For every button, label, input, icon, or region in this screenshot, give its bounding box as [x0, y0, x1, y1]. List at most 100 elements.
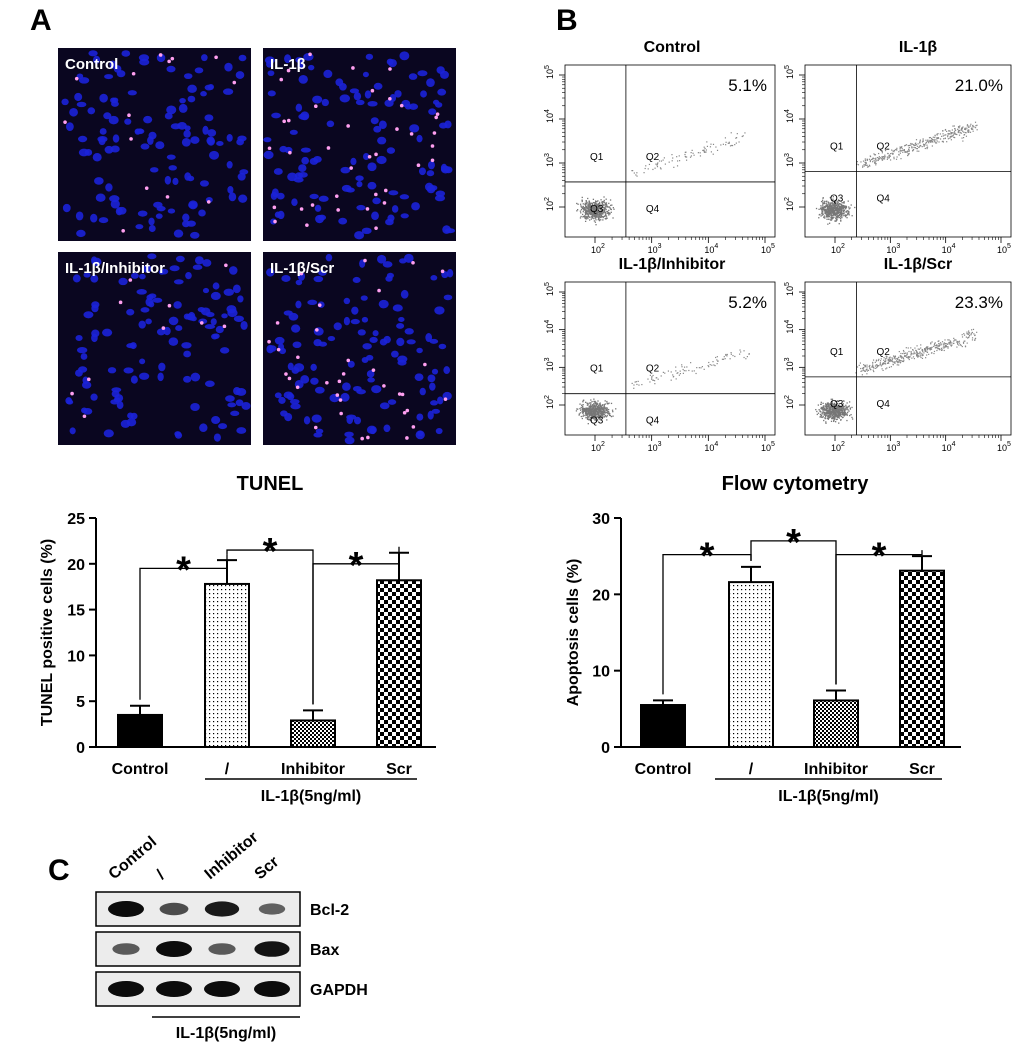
bar-charts: TUNEL 0 5 10 15 20 25 TUNEL positive cells (%) C…: [39, 473, 961, 805]
micrograph: Control: [58, 48, 251, 241]
flow-plot-title: Control: [644, 39, 701, 56]
significance-star: *: [349, 545, 364, 587]
tunel-positive-nuclei: [70, 263, 228, 419]
group-label: IL-1β(5ng/ml): [261, 788, 361, 805]
chart-title: TUNEL: [237, 473, 304, 495]
x-tick-exponent: 2: [841, 441, 845, 448]
band: [208, 943, 236, 955]
lane-label: Inhibitor: [202, 829, 262, 883]
y-axis-label: Apoptosis cells (%): [565, 559, 582, 707]
significance-star: *: [176, 549, 191, 591]
x-tick-label: Scr: [386, 761, 412, 778]
y-tick-label: 0: [76, 740, 85, 757]
x-tick-label: 10: [761, 443, 771, 453]
flow-events: [815, 121, 978, 225]
blot-strip: Bcl-2: [95, 891, 349, 927]
flow-percent: 23.3%: [955, 293, 1003, 312]
flow-events: [815, 328, 978, 424]
quadrant-label: Q3: [830, 399, 844, 410]
y-tick-exponent: 5: [544, 65, 551, 69]
x-tick-exponent: 5: [1007, 243, 1011, 250]
band: [156, 941, 192, 957]
significance-bracket: [139, 554, 228, 700]
x-tick-label: Inhibitor: [804, 761, 868, 778]
significance-star: *: [786, 522, 801, 564]
x-tick-label: 10: [997, 245, 1007, 255]
lane-label: Scr: [252, 853, 283, 883]
x-tick-label: 10: [997, 443, 1007, 453]
x-tick-label: /: [225, 761, 230, 778]
y-tick-exponent: 3: [784, 357, 791, 361]
nuclei-group: [263, 51, 455, 240]
y-tick-label: 10: [545, 113, 555, 123]
y-tick-label: 10: [545, 324, 555, 334]
x-tick-exponent: 3: [658, 441, 662, 448]
tunel-positive-nuclei: [267, 258, 448, 441]
x-tick-label: 10: [704, 245, 714, 255]
micrograph-label: Control: [65, 56, 118, 73]
y-tick-label: 10: [592, 664, 610, 681]
quadrant-label: Q4: [877, 194, 891, 205]
lane-label: Control: [106, 833, 160, 883]
flow-percent: 21.0%: [955, 76, 1003, 95]
y-tick-label: 10: [545, 286, 555, 296]
tunel-micrographs: Control IL-1β IL-1β/Inhibitor IL-1β/Scr: [58, 48, 456, 445]
quadrant-label: Q4: [877, 399, 891, 410]
nuclei-group: [65, 253, 251, 442]
y-tick-exponent: 5: [784, 282, 791, 286]
chart-title: Flow cytometry: [722, 473, 870, 495]
band: [108, 901, 144, 917]
x-tick-label: 10: [591, 245, 601, 255]
bar: [204, 582, 250, 749]
x-tick-exponent: 4: [714, 441, 718, 448]
x-tick-label: 10: [831, 443, 841, 453]
band: [258, 903, 286, 915]
significance-star: *: [700, 536, 715, 578]
y-tick-label: 10: [545, 157, 555, 167]
quadrant-label: Q1: [830, 347, 844, 358]
flow-percent: 5.2%: [728, 293, 767, 312]
quadrant-label: Q2: [877, 142, 891, 153]
x-tick-label: 10: [704, 443, 714, 453]
x-tick-label: Inhibitor: [281, 761, 345, 778]
flow-plot-title: IL-1β/Inhibitor: [619, 256, 726, 273]
y-tick-exponent: 2: [784, 395, 791, 399]
group-label: IL-1β(5ng/ml): [778, 788, 878, 805]
y-axis-label: TUNEL positive cells (%): [39, 539, 56, 726]
band: [204, 981, 240, 997]
flow-percent: 5.1%: [728, 76, 767, 95]
y-tick-label: 10: [785, 113, 795, 123]
x-tick-exponent: 5: [771, 243, 775, 250]
x-tick-exponent: 3: [896, 243, 900, 250]
x-tick-exponent: 5: [771, 441, 775, 448]
flow-events: [575, 349, 750, 425]
y-tick-exponent: 3: [544, 153, 551, 157]
micrograph-label: IL-1β/Inhibitor: [65, 260, 165, 277]
x-tick-label: Scr: [909, 761, 935, 778]
y-tick-label: 10: [785, 324, 795, 334]
bar: [813, 699, 859, 748]
y-tick-label: 10: [785, 69, 795, 79]
y-tick-label: 30: [592, 511, 610, 528]
y-tick-exponent: 4: [784, 109, 791, 113]
blot-strip: GAPDH: [95, 971, 368, 1007]
band: [108, 981, 144, 997]
x-tick-label: 10: [942, 443, 952, 453]
band: [254, 981, 290, 997]
tunel-positive-nuclei: [63, 53, 237, 233]
significance-star: *: [872, 536, 887, 578]
y-tick-exponent: 5: [784, 65, 791, 69]
x-tick-exponent: 2: [601, 441, 605, 448]
y-tick-exponent: 3: [784, 153, 791, 157]
y-tick-label: 15: [67, 603, 85, 620]
flow-plot-title: IL-1β: [899, 39, 937, 56]
x-tick-exponent: 2: [601, 243, 605, 250]
quadrant-label: Q3: [830, 194, 844, 205]
